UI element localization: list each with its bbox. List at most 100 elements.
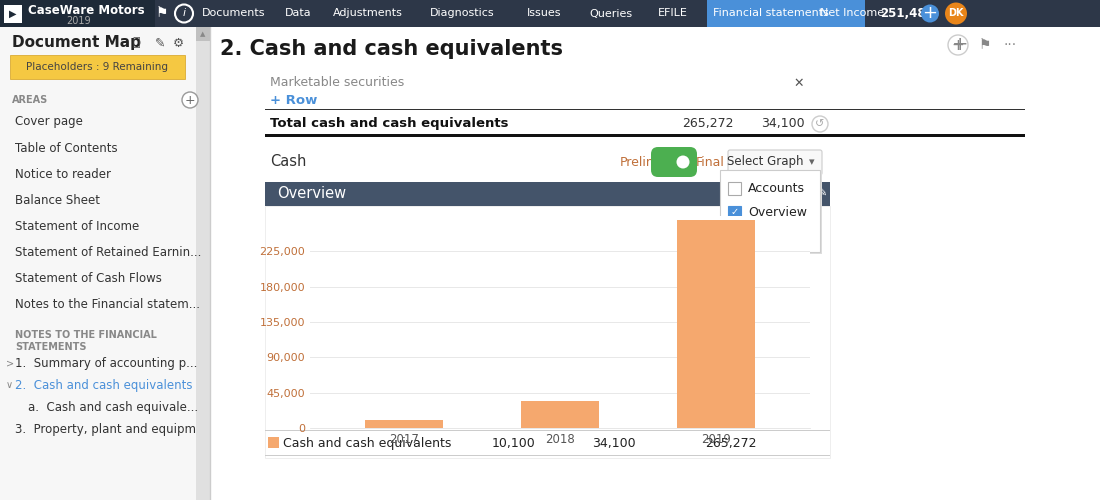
Text: Statement of Cash Flows: Statement of Cash Flows — [15, 272, 162, 284]
Text: +: + — [952, 36, 968, 54]
Bar — [365, 420, 443, 428]
Text: Placeholders : 9 Remaining: Placeholders : 9 Remaining — [26, 62, 168, 72]
Text: 2017: 2017 — [500, 414, 535, 426]
FancyBboxPatch shape — [728, 150, 822, 175]
Text: ✕: ✕ — [793, 76, 803, 90]
Text: + Row: + Row — [270, 94, 318, 108]
Text: +: + — [923, 4, 937, 22]
Text: ↺: ↺ — [815, 119, 825, 129]
Text: CaseWare Motors: CaseWare Motors — [28, 4, 144, 16]
Text: ✓: ✓ — [730, 231, 738, 241]
Text: 1.  Summary of accounting p...: 1. Summary of accounting p... — [15, 356, 197, 370]
Bar — [728, 182, 741, 195]
FancyBboxPatch shape — [651, 147, 697, 177]
Text: Cover page: Cover page — [15, 116, 82, 128]
Text: ⚑: ⚑ — [979, 38, 991, 52]
Bar — [265, 134, 1025, 137]
Circle shape — [182, 92, 198, 108]
Text: 2019: 2019 — [722, 414, 757, 426]
Text: Cash and cash equivalents: Cash and cash equivalents — [283, 436, 451, 450]
Text: 2019: 2019 — [66, 16, 90, 26]
Bar — [196, 27, 210, 500]
Text: Document Map: Document Map — [12, 36, 141, 51]
Text: 34,100: 34,100 — [761, 118, 805, 130]
Text: Overview: Overview — [277, 186, 346, 202]
Text: ✓: ✓ — [730, 207, 738, 217]
Text: a.  Cash and cash equivale...: a. Cash and cash equivale... — [28, 400, 198, 413]
Circle shape — [945, 2, 967, 25]
Bar — [728, 230, 741, 243]
Text: >: > — [6, 358, 14, 368]
Text: Cash: Cash — [270, 154, 307, 170]
Text: Financial statements: Financial statements — [713, 8, 829, 18]
Text: 251,483: 251,483 — [880, 7, 934, 20]
Text: STATEMENTS: STATEMENTS — [15, 342, 87, 352]
Bar — [10, 55, 185, 79]
Text: Issues: Issues — [527, 8, 561, 18]
Text: 2.  Cash and cash equivalents: 2. Cash and cash equivalents — [15, 378, 192, 392]
Text: EFILE: EFILE — [658, 8, 688, 18]
Text: +: + — [185, 94, 196, 106]
Text: Net Income: Net Income — [820, 8, 884, 18]
Text: Final: Final — [696, 156, 725, 168]
Text: 265,272: 265,272 — [705, 436, 757, 450]
Text: AREAS: AREAS — [12, 95, 48, 105]
Bar — [0, 0, 155, 27]
Text: DK: DK — [948, 8, 964, 18]
Bar — [0, 27, 210, 500]
Circle shape — [676, 156, 690, 168]
Text: Notice to reader: Notice to reader — [15, 168, 111, 180]
Bar — [265, 206, 830, 458]
Text: Statement of Income: Statement of Income — [15, 220, 140, 232]
Bar — [728, 206, 741, 219]
Text: ∨: ∨ — [6, 380, 13, 390]
Text: ▲: ▲ — [200, 31, 206, 37]
Bar — [707, 0, 865, 27]
Text: Queries: Queries — [588, 8, 632, 18]
Text: Total cash and cash equivalents: Total cash and cash equivalents — [270, 118, 508, 130]
Text: 🖨: 🖨 — [132, 36, 140, 50]
Bar — [196, 27, 210, 41]
Text: Prelim: Prelim — [620, 156, 659, 168]
Text: ✎: ✎ — [817, 189, 827, 199]
Bar — [265, 108, 1025, 110]
Text: 265,272: 265,272 — [682, 118, 734, 130]
Bar — [265, 430, 830, 431]
Text: Select Graph: Select Graph — [727, 156, 803, 168]
Bar — [521, 401, 600, 428]
Text: ⚙: ⚙ — [173, 36, 185, 50]
Text: ▶: ▶ — [9, 8, 16, 18]
Text: Statement of Retained Earnin...: Statement of Retained Earnin... — [15, 246, 201, 258]
Text: 10,100: 10,100 — [492, 436, 535, 450]
Text: ✎: ✎ — [155, 36, 165, 50]
Bar — [720, 170, 820, 252]
Bar — [265, 182, 830, 206]
Text: Ratios: Ratios — [748, 230, 786, 242]
Bar — [4, 5, 22, 23]
Text: Marketable securities: Marketable securities — [270, 76, 405, 90]
Text: Documents: Documents — [202, 8, 265, 18]
Text: 34,100: 34,100 — [593, 436, 636, 450]
Text: Adjustments: Adjustments — [333, 8, 403, 18]
Text: ⚑: ⚑ — [156, 6, 168, 20]
Text: +: + — [952, 38, 965, 52]
Text: Notes to the Financial statem...: Notes to the Financial statem... — [15, 298, 200, 310]
Text: 2018: 2018 — [601, 414, 636, 426]
Circle shape — [812, 116, 828, 132]
Text: Diagnostics: Diagnostics — [430, 8, 495, 18]
Text: Accounts: Accounts — [748, 182, 805, 194]
Bar — [268, 437, 279, 448]
Text: i: i — [183, 8, 186, 18]
Circle shape — [175, 4, 192, 22]
Text: Balance Sheet: Balance Sheet — [15, 194, 100, 206]
Text: Table of Contents: Table of Contents — [15, 142, 118, 154]
Text: ▾: ▾ — [810, 157, 815, 167]
Bar — [210, 27, 1100, 500]
Bar — [0, 0, 1100, 27]
Text: NOTES TO THE FINANCIAL: NOTES TO THE FINANCIAL — [15, 330, 157, 340]
Text: Data: Data — [285, 8, 311, 18]
Text: Overview: Overview — [748, 206, 807, 218]
Bar — [722, 172, 822, 254]
Text: ···: ··· — [1003, 38, 1016, 52]
Text: 3.  Property, plant and equipm: 3. Property, plant and equipm — [15, 422, 196, 436]
